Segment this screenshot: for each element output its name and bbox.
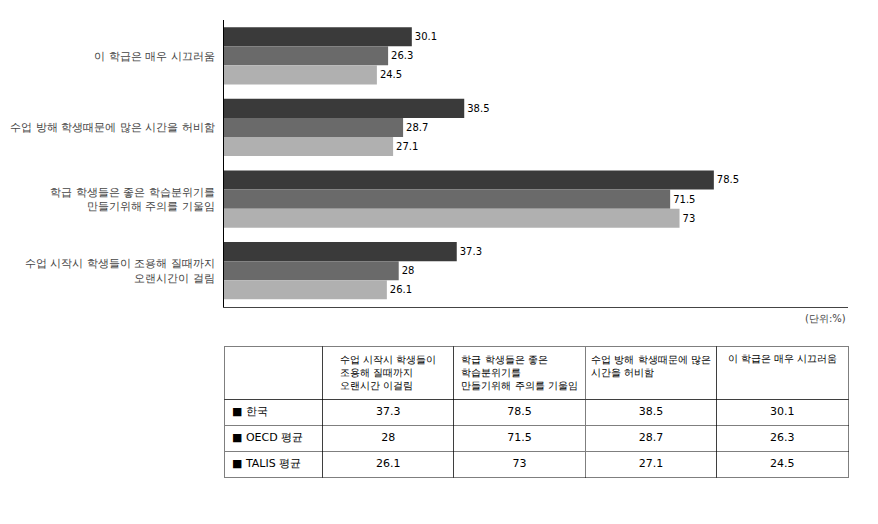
svg-text:28.7: 28.7 bbox=[639, 431, 664, 444]
svg-text:26.3: 26.3 bbox=[770, 431, 795, 444]
svg-text:■ TALIS 평균: ■ TALIS 평균 bbox=[232, 457, 301, 470]
svg-text:26.3: 26.3 bbox=[391, 50, 413, 61]
svg-text:71.5: 71.5 bbox=[507, 431, 532, 444]
svg-text:78.5: 78.5 bbox=[507, 405, 532, 418]
svg-text:27.1: 27.1 bbox=[396, 141, 418, 152]
svg-text:학급 학생들은 좋은학습분위기를만들기위해 주의를 기울임: 학급 학생들은 좋은학습분위기를만들기위해 주의를 기울임 bbox=[461, 354, 577, 391]
svg-text:71.5: 71.5 bbox=[673, 194, 695, 205]
svg-text:73: 73 bbox=[513, 457, 527, 470]
svg-text:38.5: 38.5 bbox=[467, 103, 489, 114]
svg-text:27.1: 27.1 bbox=[639, 457, 664, 470]
svg-text:26.1: 26.1 bbox=[390, 284, 412, 295]
svg-text:(단위:%): (단위:%) bbox=[805, 313, 846, 324]
svg-text:28: 28 bbox=[402, 265, 415, 276]
svg-text:수업 방해 학생때문에 많은시간을 허비함: 수업 방해 학생때문에 많은시간을 허비함 bbox=[591, 354, 711, 378]
svg-text:38.5: 38.5 bbox=[639, 405, 664, 418]
svg-text:37.3: 37.3 bbox=[376, 405, 401, 418]
svg-text:28: 28 bbox=[381, 431, 395, 444]
svg-text:26.1: 26.1 bbox=[376, 457, 401, 470]
svg-text:수업 시작시 학생들이조용해 질때까지오랜시간 이걸림: 수업 시작시 학생들이조용해 질때까지오랜시간 이걸림 bbox=[340, 354, 436, 391]
svg-text:■ 한국: ■ 한국 bbox=[232, 405, 268, 418]
svg-text:30.1: 30.1 bbox=[770, 405, 795, 418]
svg-text:78.5: 78.5 bbox=[717, 174, 739, 185]
svg-text:37.3: 37.3 bbox=[460, 246, 482, 257]
svg-text:■ OECD 평균: ■ OECD 평균 bbox=[232, 431, 303, 444]
svg-text:이 학급은 매우 시끄러움: 이 학급은 매우 시끄러움 bbox=[94, 50, 215, 63]
svg-text:24.5: 24.5 bbox=[770, 457, 795, 470]
svg-text:수업 방해 학생때문에 많은 시간을 허비함: 수업 방해 학생때문에 많은 시간을 허비함 bbox=[10, 121, 214, 134]
svg-text:학급 학생들은 좋은 학습분위기를만들기위해 주의를 기울임: 학급 학생들은 좋은 학습분위기를만들기위해 주의를 기울임 bbox=[50, 186, 215, 213]
svg-text:수업 시작시 학생들이 조용해 질때까지오랜시간이 걸림: 수업 시작시 학생들이 조용해 질때까지오랜시간이 걸림 bbox=[25, 257, 215, 284]
svg-text:30.1: 30.1 bbox=[415, 31, 437, 42]
svg-text:73: 73 bbox=[683, 213, 696, 224]
svg-text:이 학급은 매우 시끄러움: 이 학급은 매우 시끄러움 bbox=[728, 353, 838, 364]
svg-text:24.5: 24.5 bbox=[380, 69, 402, 80]
svg-text:28.7: 28.7 bbox=[406, 122, 428, 133]
